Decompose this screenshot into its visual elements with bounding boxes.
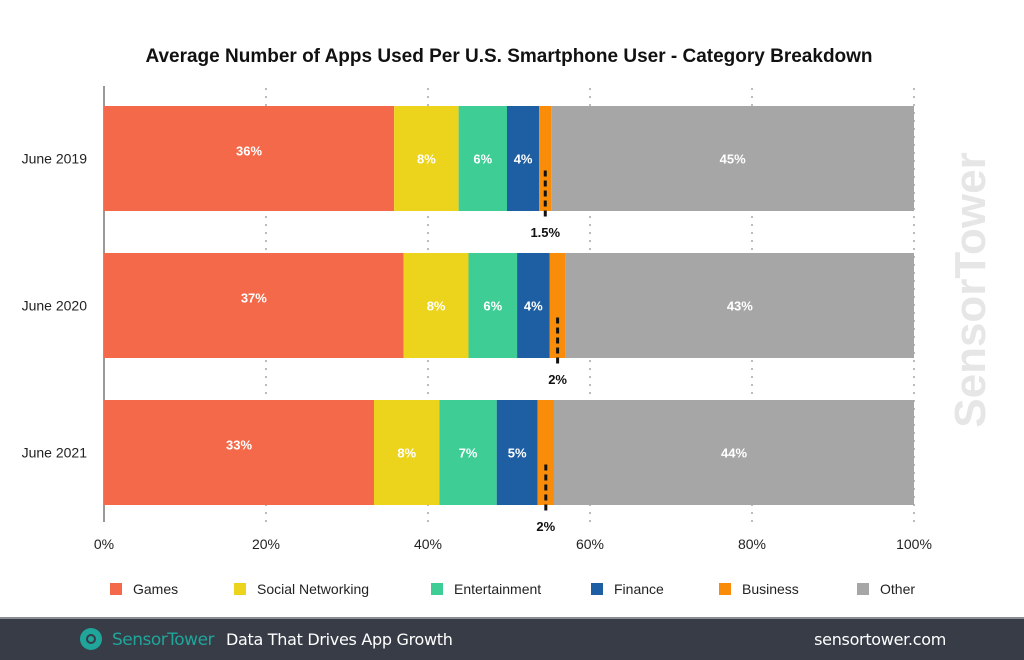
legend-label: Business [742,581,799,597]
legend-swatch [110,583,122,595]
bar-segment-social-networking [403,253,469,358]
bar-segment-other [554,400,914,505]
x-tick-label: 80% [738,536,766,552]
data-label: 33% [226,438,252,453]
data-label: 2% [548,372,567,387]
x-tick-label: 20% [252,536,280,552]
data-label: 2% [536,519,555,534]
legend-swatch [431,583,443,595]
legend-label: Finance [614,581,664,597]
bar-segment-social-networking [374,400,440,505]
data-label: 45% [720,152,746,167]
y-tick-label: June 2021 [22,445,88,461]
x-tick-label: 40% [414,536,442,552]
bar-segment-finance [496,400,538,505]
x-tick-label: 60% [576,536,604,552]
bar-segment-social-networking [394,106,459,211]
data-label: 37% [241,291,267,306]
legend-label: Entertainment [454,581,541,597]
data-label: 43% [727,299,753,314]
data-label: 4% [514,152,533,167]
y-tick-label: June 2020 [22,298,88,314]
bar-segment-entertainment [439,400,497,505]
legend-swatch [719,583,731,595]
bar-segment-games [104,106,395,211]
bar-segment-other [565,253,914,358]
data-label: 1.5% [530,225,560,240]
legend-label: Social Networking [257,581,369,597]
bar-segment-finance [517,253,550,358]
footer-url[interactable]: sensortower.com [814,630,946,649]
footer-brand: SensorTower [112,630,215,650]
legend-label: Other [880,581,915,597]
bar-segment-games [104,253,404,358]
legend-swatch [234,583,246,595]
data-label: 6% [473,152,492,167]
data-label: 6% [483,299,502,314]
footer-tagline: Data That Drives App Growth [226,630,453,649]
data-label: 8% [427,299,446,314]
x-tick-label: 100% [896,536,932,552]
bar-segment-business [539,106,552,211]
legend-swatch [591,583,603,595]
footer: SensorTower Data That Drives App Growth … [0,617,1024,660]
stacked-bar-chart: Average Number of Apps Used Per U.S. Sma… [22,46,995,597]
bar-segment-games [104,400,374,505]
data-label: 8% [417,152,436,167]
data-label: 8% [397,446,416,461]
sensortower-logo-icon [80,628,102,650]
data-label: 4% [524,299,543,314]
data-label: 44% [721,446,747,461]
y-tick-label: June 2019 [22,151,88,167]
bar-segment-business [549,253,566,358]
bar-segment-finance [506,106,540,211]
data-label: 7% [459,446,478,461]
legend-swatch [857,583,869,595]
data-label: 5% [508,446,527,461]
x-tick-label: 0% [94,536,114,552]
bar-segment-entertainment [458,106,507,211]
chart-title: Average Number of Apps Used Per U.S. Sma… [145,46,872,67]
legend-label: Games [133,581,178,597]
bar-segment-entertainment [468,253,518,358]
watermark: SensorTower [946,152,995,427]
bar-segment-business [537,400,554,505]
bar-segment-other [551,106,914,211]
data-label: 36% [236,144,262,159]
